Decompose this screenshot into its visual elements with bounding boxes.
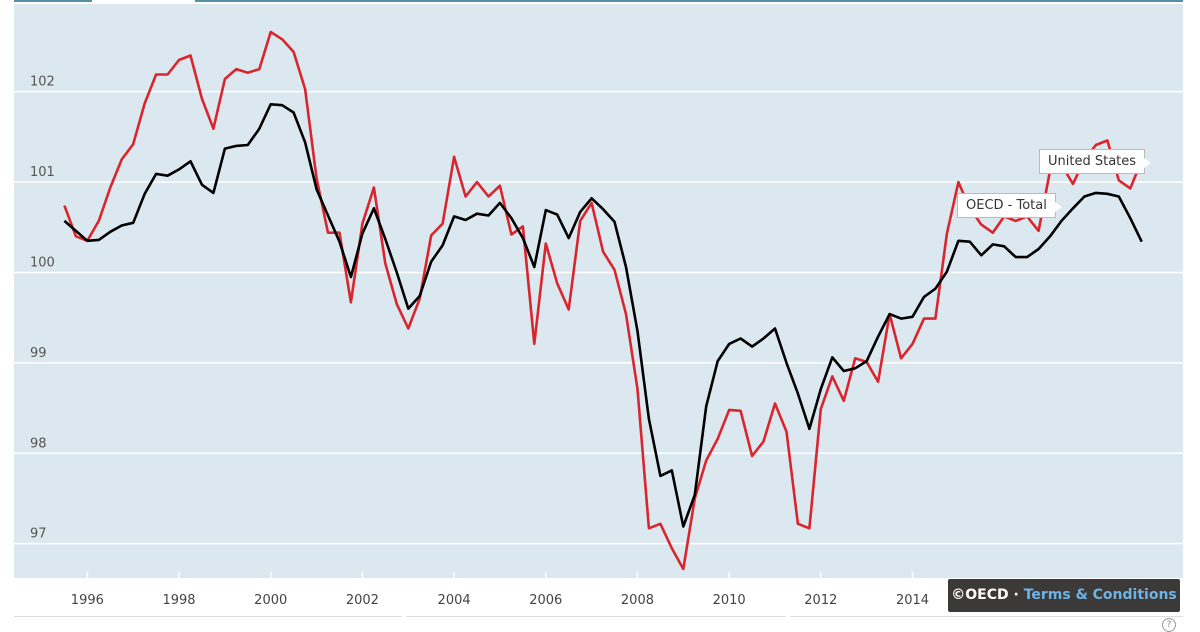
x-tick-label: 2010 [713, 593, 746, 608]
x-tick-label: 2012 [804, 593, 837, 608]
help-icon[interactable]: ? [1162, 618, 1176, 632]
y-tick-label: 102 [30, 75, 55, 90]
x-tick-label: 1998 [162, 593, 195, 608]
series-line-united-states [63, 30, 1143, 571]
y-tick-label: 99 [30, 346, 47, 361]
footer-divider [14, 616, 402, 617]
copyright-text: ©OECD [951, 587, 1009, 603]
y-tick-label: 98 [30, 436, 47, 451]
footer-divider [790, 616, 1183, 617]
y-tick-label: 101 [30, 165, 55, 180]
y-tick-label: 100 [30, 255, 55, 270]
x-tick-label: 2006 [529, 593, 562, 608]
x-tick-label: 2000 [254, 593, 287, 608]
terms-link[interactable]: Terms & Conditions [1023, 587, 1177, 603]
separator: · [1013, 587, 1019, 603]
y-tick-label: 97 [30, 527, 47, 542]
credit-box: ©OECD · Terms & Conditions [948, 579, 1180, 612]
legend-label-united-states: United States [1039, 149, 1152, 174]
legend-label-oecd-total: OECD - Total [957, 193, 1062, 218]
x-tick-label: 1996 [71, 593, 104, 608]
x-tick-label: 2014 [896, 593, 929, 608]
x-tick-label: 2002 [346, 593, 379, 608]
series-line-oecd-total [63, 103, 1143, 528]
plot-background [14, 4, 1183, 578]
footer-divider [406, 616, 786, 617]
x-tick-label: 2008 [621, 593, 654, 608]
tab-indicator-left [14, 0, 92, 2]
x-tick-label: 2004 [438, 593, 471, 608]
tab-indicator-right [195, 0, 1183, 2]
